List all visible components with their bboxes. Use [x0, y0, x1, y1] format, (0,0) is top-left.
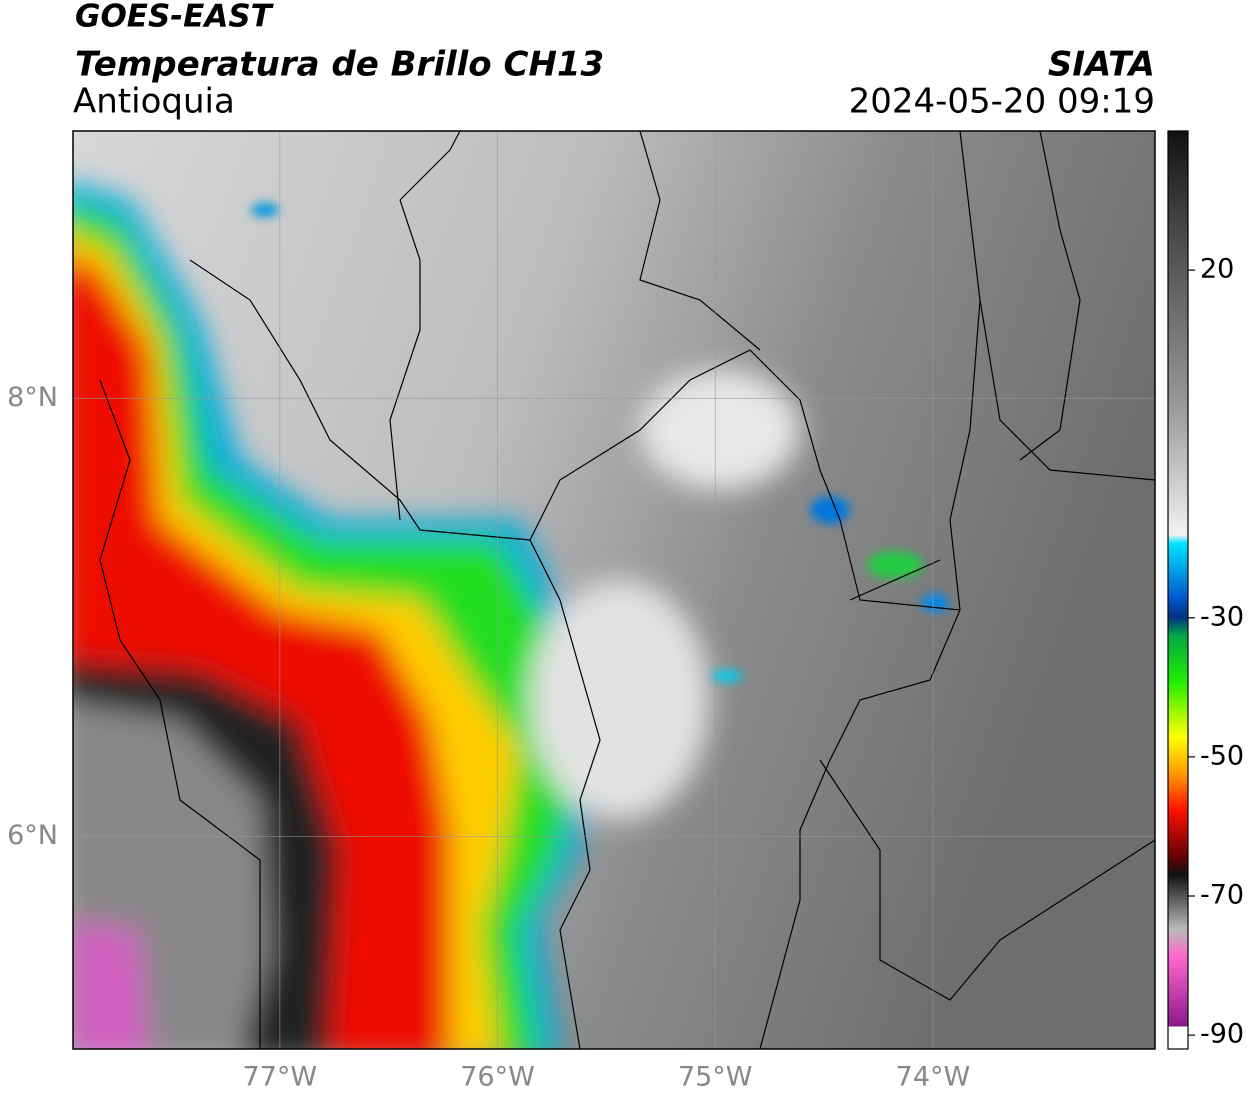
lat-tick-label: 8°N — [7, 382, 58, 413]
map-frame — [72, 130, 1156, 1050]
colorbar-tick-label: -50 — [1200, 740, 1244, 771]
lon-tick-label: 77°W — [243, 1062, 318, 1093]
subtitle: Antioquia — [73, 82, 235, 122]
lon-tick-label: 74°W — [896, 1062, 971, 1093]
colorbar-tick-label: 20 — [1200, 254, 1234, 285]
colorbar — [1167, 130, 1189, 1050]
gridlines — [73, 131, 1155, 1049]
source: SIATA — [1048, 45, 1155, 85]
boundaries — [99, 131, 1155, 1049]
title: Temperatura de Brillo CH13 — [75, 45, 604, 85]
colorbar-tick-label: -30 — [1200, 601, 1244, 632]
timestamp: 2024-05-20 09:19 — [849, 82, 1155, 122]
satellite-name: GOES-EAST — [75, 0, 275, 35]
colorbar-tick-label: -70 — [1200, 880, 1244, 911]
satellite-image — [73, 131, 1155, 1049]
lat-tick-label: 6°N — [7, 820, 58, 851]
colorbar-tick-label: -90 — [1200, 1019, 1244, 1050]
lon-tick-label: 76°W — [460, 1062, 535, 1093]
lon-tick-label: 75°W — [678, 1062, 753, 1093]
